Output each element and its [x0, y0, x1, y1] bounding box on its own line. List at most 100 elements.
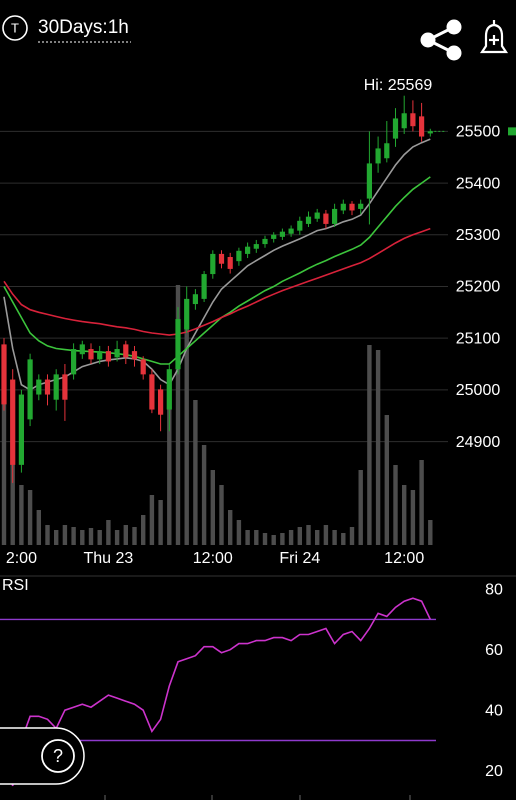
volume-bar	[45, 525, 50, 545]
candle-body	[288, 228, 294, 234]
candle-body	[62, 374, 68, 400]
share-icon[interactable]	[420, 19, 462, 61]
share-node	[420, 32, 436, 48]
volume-bar	[341, 533, 346, 545]
high-label: Hi: 25569	[364, 77, 433, 94]
volume-bar	[254, 530, 259, 545]
candle-body	[323, 213, 329, 224]
volume-bar	[123, 525, 128, 545]
candle-body	[192, 294, 198, 305]
candle-body	[36, 379, 42, 395]
candle-body	[166, 369, 172, 410]
candle-body	[79, 344, 85, 355]
volume-bar	[428, 520, 433, 545]
candle-body	[149, 374, 155, 410]
y-tick-label: 25200	[456, 279, 501, 296]
candle-body	[279, 231, 285, 237]
volume-bar	[132, 527, 137, 545]
candle-body	[332, 208, 338, 224]
volume-bar	[288, 530, 294, 545]
volume-bar	[306, 525, 311, 545]
volume-bar	[297, 527, 302, 545]
avatar-letter: T	[11, 20, 19, 35]
volume-bar	[201, 445, 207, 545]
y-tick-label: 24900	[456, 434, 501, 451]
x-tick-label: Fri 24	[279, 550, 320, 567]
volume-bar	[419, 460, 424, 545]
y-tick-label: 20	[485, 763, 503, 780]
candle-body	[262, 238, 268, 245]
y-tick-label: 25400	[456, 175, 501, 192]
candle-body	[27, 359, 33, 420]
volume-bar	[36, 510, 41, 545]
alert-icon[interactable]	[479, 20, 509, 54]
share-node	[446, 19, 462, 35]
candle-body	[419, 116, 425, 137]
candle-body	[123, 344, 129, 358]
bell	[479, 23, 509, 54]
volume-bar	[375, 350, 381, 545]
candle-body	[297, 220, 303, 231]
candle-body	[375, 148, 381, 164]
volume-bar	[27, 490, 33, 545]
volume-bar	[245, 530, 250, 545]
y-tick-label: 60	[485, 642, 503, 659]
candle-body	[427, 131, 433, 134]
candle-body	[10, 379, 16, 465]
help-circle	[41, 739, 75, 773]
candle-body	[401, 113, 407, 129]
volume-bar	[367, 345, 372, 545]
volume-bar	[141, 515, 146, 545]
candle-body	[349, 203, 355, 211]
volume-bar	[358, 470, 363, 545]
chart-title[interactable]: 30Days:1h	[38, 17, 129, 38]
avatar-circle	[2, 15, 28, 41]
plots: 24900 25000 25100 25200 25300 25400 25500 2:00 T…	[0, 95, 516, 800]
volume-bar	[54, 530, 59, 545]
y-tick-label: 25500	[456, 124, 501, 141]
volume-bar	[71, 527, 76, 545]
candle-body	[18, 394, 24, 465]
candle-body	[305, 216, 312, 224]
volume-bar	[88, 528, 94, 545]
candle-body	[253, 244, 259, 249]
candle-body	[227, 257, 233, 269]
volume-bar	[323, 525, 329, 545]
avatar-button[interactable]: T	[2, 15, 28, 41]
rsi-line	[3, 597, 432, 787]
candle-body	[184, 298, 190, 330]
candle-body	[71, 349, 77, 375]
last-price-marker	[508, 127, 516, 136]
candle-body	[1, 344, 7, 405]
candle-body	[236, 250, 242, 262]
candle-body	[384, 143, 390, 159]
candle-body	[201, 274, 207, 299]
x-tick-label: 12:00	[384, 550, 424, 567]
volume-bar	[175, 285, 181, 545]
help-button[interactable]: ?	[0, 727, 85, 785]
candle-body	[210, 253, 216, 275]
volume-bar	[410, 490, 416, 545]
help-text: ?	[53, 746, 63, 766]
volume-bar	[80, 530, 85, 545]
volume-bar	[1, 355, 7, 545]
rsi-label: RSI	[2, 577, 29, 594]
volume-bar	[114, 530, 120, 545]
volume-bar	[158, 500, 163, 545]
volume-bar	[210, 470, 215, 545]
volume-bar	[349, 527, 355, 545]
y-tick-label: 25000	[456, 382, 501, 399]
volume-bar	[280, 533, 285, 545]
candle-body	[131, 351, 138, 360]
candle-body	[392, 118, 399, 139]
moving-average	[3, 227, 431, 336]
candle-body	[114, 349, 120, 358]
candle-body	[44, 379, 51, 395]
volume-bar	[219, 485, 224, 545]
y-tick-label: 25100	[456, 330, 501, 347]
volume-bar	[62, 525, 68, 545]
candle-body	[358, 203, 364, 209]
volume-bar	[332, 530, 337, 545]
